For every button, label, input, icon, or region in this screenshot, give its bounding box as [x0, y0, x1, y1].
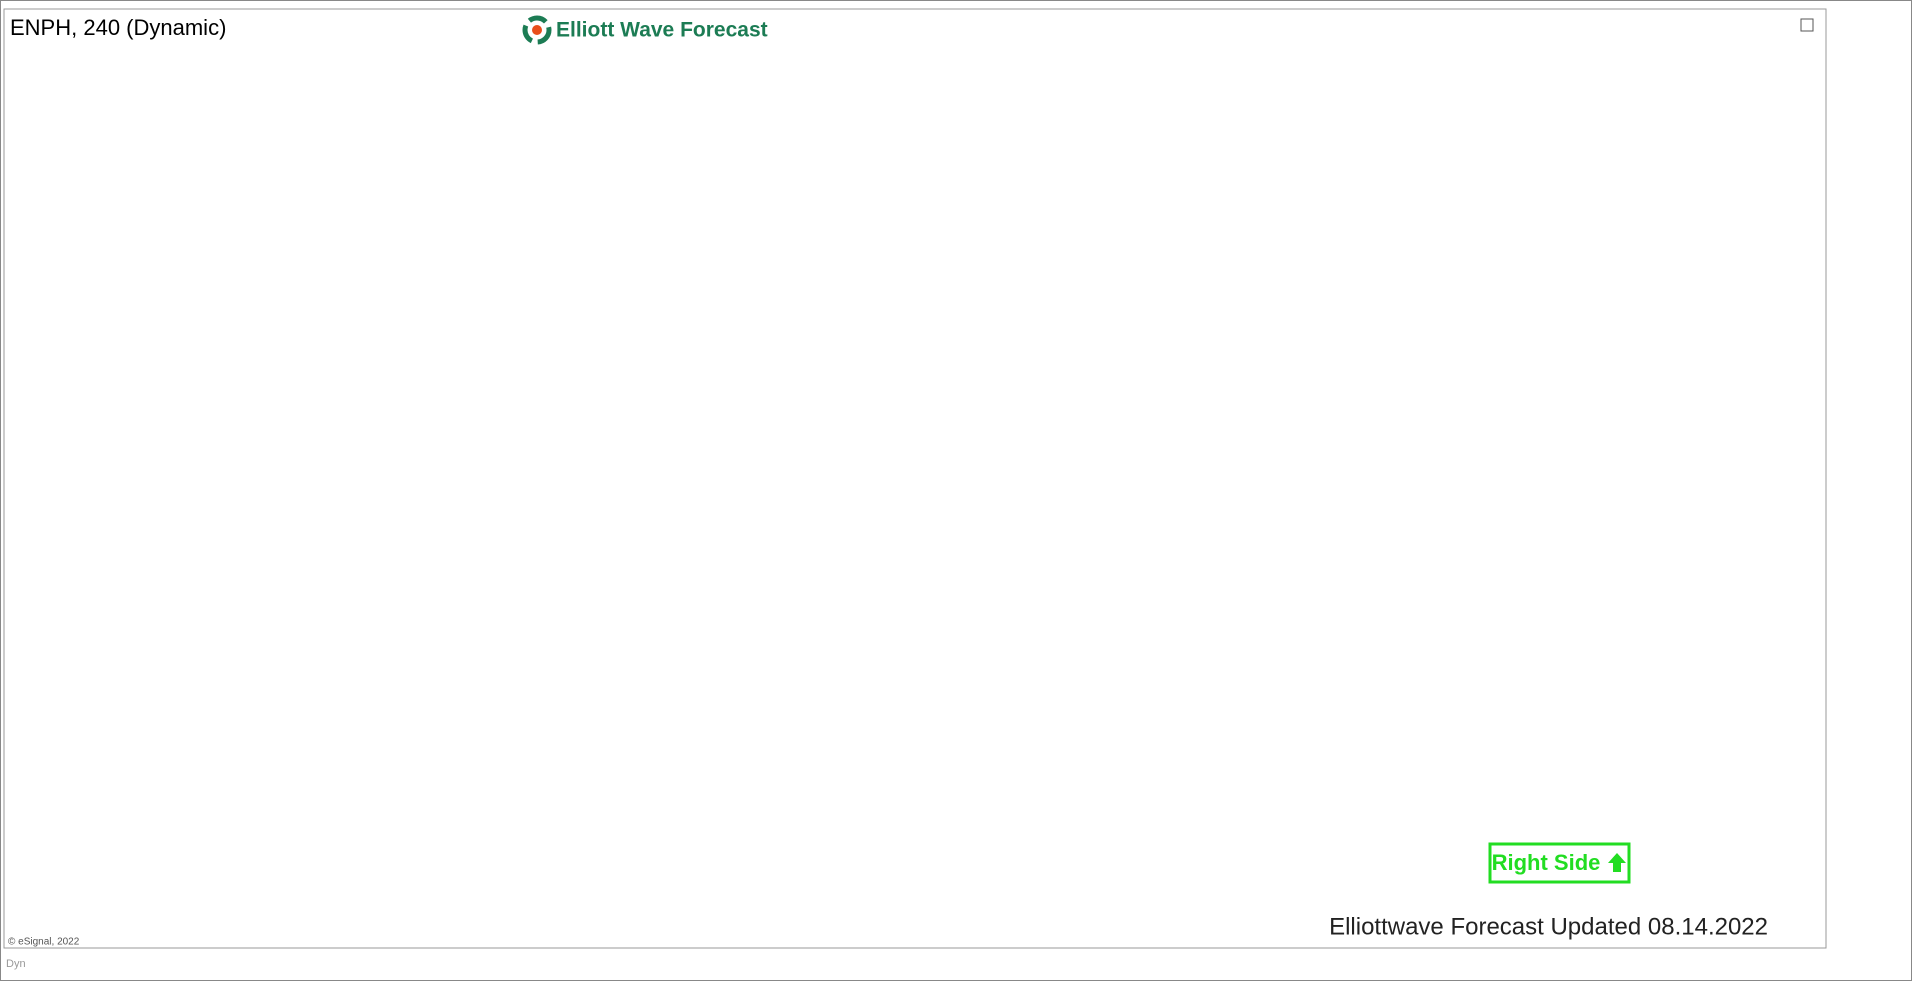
badge-text: Right Side — [1492, 850, 1601, 875]
chart-title: ENPH, 240 (Dynamic) — [10, 15, 226, 40]
copyright: © eSignal, 2022 — [8, 937, 80, 948]
badge-arrow — [1608, 853, 1626, 872]
badge: Right Side — [1488, 842, 1631, 884]
logo-icon — [522, 15, 552, 45]
corner-label: Dyn — [6, 958, 26, 970]
plot-area — [3, 8, 1827, 949]
logo: Elliott Wave Forecast — [522, 15, 768, 45]
window-icon[interactable] — [1800, 18, 1814, 32]
logo-text: Elliott Wave Forecast — [556, 19, 768, 42]
updated-note: Elliottwave Forecast Updated 08.14.2022 — [1329, 913, 1768, 940]
badge-box — [1488, 842, 1631, 884]
logo-dot — [532, 25, 542, 35]
